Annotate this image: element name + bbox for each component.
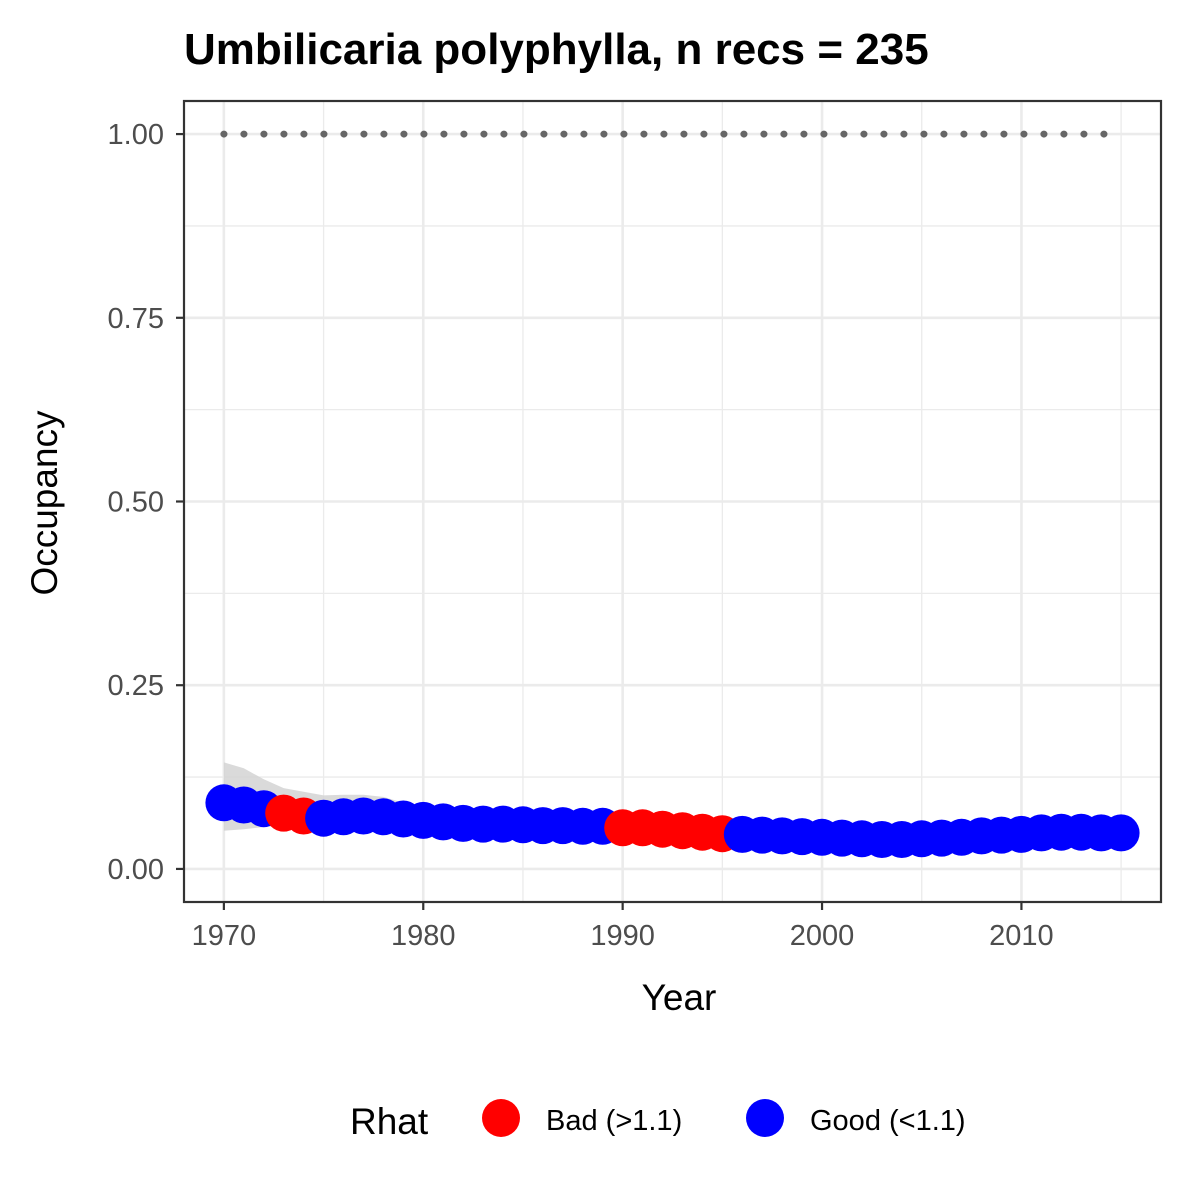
x-axis: 1970 1980 1990 2000 2010 (192, 902, 1054, 952)
y-axis-title: Occupancy (24, 410, 65, 596)
x-tick-label: 2000 (790, 920, 855, 952)
x-tick-label: 1980 (391, 920, 456, 952)
legend-label-good: Good (<1.1) (810, 1105, 966, 1137)
legend-key-bad (482, 1099, 520, 1137)
y-tick-label: 0.50 (108, 487, 164, 519)
y-tick-label: 0.25 (108, 670, 164, 702)
legend-key-good (746, 1099, 784, 1137)
data-points-layer (205, 784, 1140, 858)
legend: Rhat Bad (>1.1) Good (<1.1) (350, 1099, 966, 1142)
y-tick-label: 1.00 (108, 119, 164, 151)
x-tick-label: 2010 (989, 920, 1054, 952)
x-axis-title: Year (642, 977, 717, 1018)
y-axis: 0.00 0.25 0.50 0.75 1.00 (108, 119, 184, 886)
y-tick-label: 0.75 (108, 303, 164, 335)
legend-label-bad: Bad (>1.1) (546, 1105, 682, 1137)
x-tick-label: 1970 (192, 920, 257, 952)
grid-lines (184, 101, 1161, 902)
x-tick-label: 1990 (590, 920, 655, 952)
chart-title: Umbilicaria polyphylla, n recs = 235 (184, 25, 929, 74)
y-tick-label: 0.00 (108, 854, 164, 886)
data-point-good-2015 (1102, 814, 1140, 852)
legend-title: Rhat (350, 1101, 429, 1142)
